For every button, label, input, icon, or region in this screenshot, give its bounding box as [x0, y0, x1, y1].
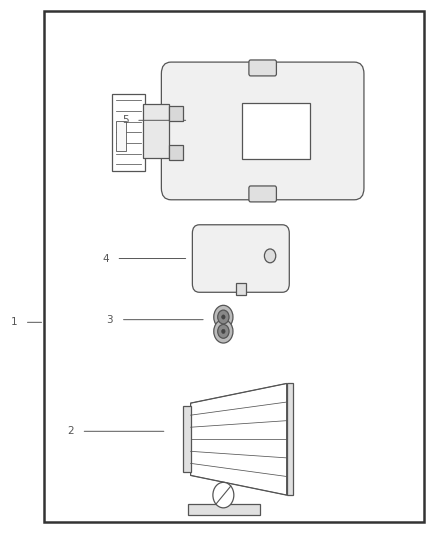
Bar — [143, 104, 169, 158]
FancyBboxPatch shape — [249, 186, 276, 202]
Bar — [169, 107, 183, 122]
Bar — [116, 122, 127, 151]
FancyBboxPatch shape — [249, 60, 276, 76]
Bar — [242, 103, 310, 159]
Bar — [188, 504, 261, 515]
Circle shape — [218, 325, 229, 338]
Circle shape — [213, 482, 234, 508]
Circle shape — [218, 310, 229, 324]
Text: 4: 4 — [102, 254, 109, 263]
Bar — [236, 282, 246, 295]
Bar — [287, 383, 293, 495]
Circle shape — [222, 329, 225, 334]
Text: 2: 2 — [67, 426, 74, 437]
Text: 1: 1 — [11, 317, 17, 327]
Bar — [183, 406, 191, 472]
FancyBboxPatch shape — [161, 62, 364, 200]
Polygon shape — [191, 383, 287, 495]
FancyBboxPatch shape — [192, 225, 289, 292]
Circle shape — [265, 249, 276, 263]
Text: 3: 3 — [106, 314, 113, 325]
Bar — [169, 146, 183, 160]
Circle shape — [214, 305, 233, 329]
Text: 5: 5 — [122, 115, 128, 125]
Bar — [44, 11, 424, 522]
Circle shape — [214, 320, 233, 343]
Circle shape — [222, 315, 225, 319]
Bar — [112, 94, 145, 171]
